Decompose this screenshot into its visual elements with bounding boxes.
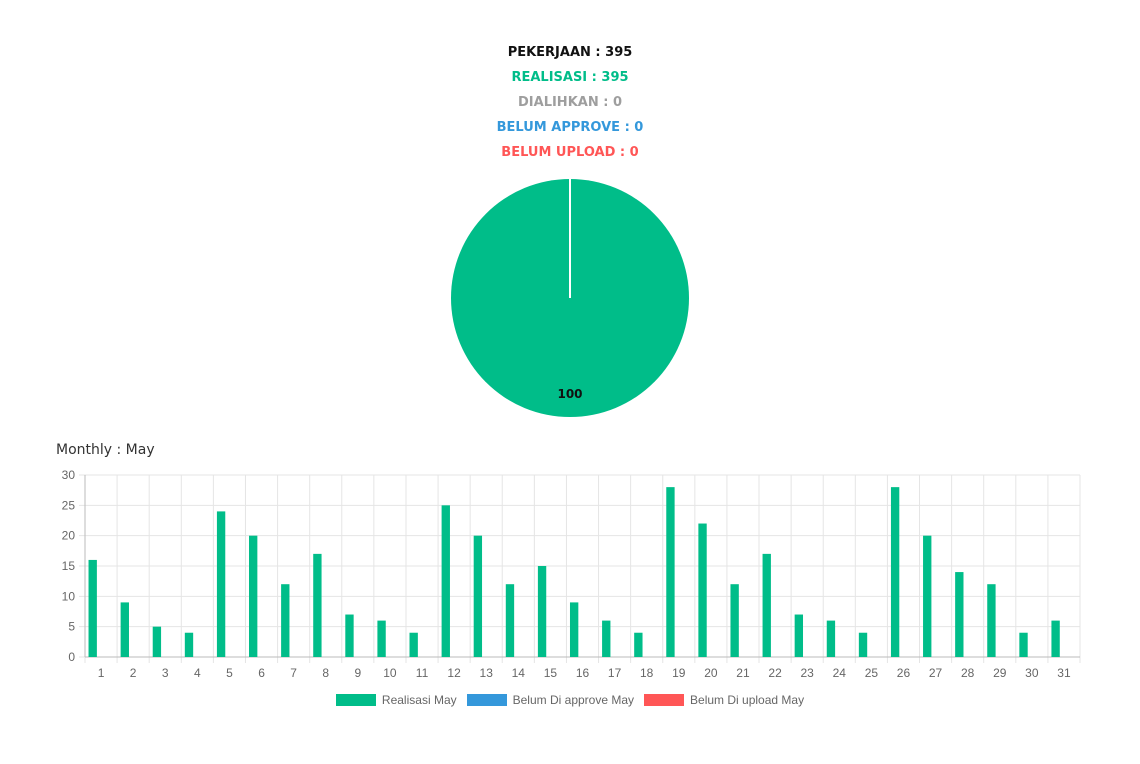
belum-upload-total: BELUM UPLOAD : 0	[501, 145, 639, 160]
x-tick-label: 12	[447, 666, 461, 680]
x-tick-label: 16	[576, 666, 590, 680]
legend-swatch	[644, 694, 685, 706]
bar-realisasi-may[interactable]	[409, 632, 418, 657]
bar-realisasi-may[interactable]	[152, 626, 162, 657]
x-tick-label: 24	[833, 666, 847, 680]
x-tick-label: 28	[961, 666, 975, 680]
bar-realisasi-may[interactable]	[313, 553, 322, 657]
bar-realisasi-may[interactable]	[88, 559, 97, 657]
pie-chart: 100	[451, 179, 689, 417]
x-tick-label: 18	[640, 666, 654, 680]
bar-realisasi-may[interactable]	[377, 620, 386, 657]
legend-swatch	[335, 694, 376, 706]
x-tick-label: 11	[416, 666, 429, 680]
bar-realisasi-may[interactable]	[216, 511, 226, 657]
x-tick-label: 20	[704, 666, 718, 680]
x-tick-label: 22	[768, 666, 782, 680]
legend-item[interactable]: Belum Di upload May	[644, 693, 804, 707]
x-tick-label: 9	[354, 666, 361, 680]
x-tick-label: 5	[226, 666, 233, 680]
x-tick-label: 17	[608, 666, 622, 680]
x-tick-label: 7	[290, 666, 297, 680]
x-tick-label: 8	[322, 666, 329, 680]
bar-realisasi-may[interactable]	[955, 572, 964, 657]
bar-realisasi-may[interactable]	[987, 584, 996, 657]
x-tick-label: 19	[672, 666, 686, 680]
y-tick-label: 5	[68, 620, 75, 634]
x-tick-label: 25	[865, 666, 879, 680]
bar-realisasi-may[interactable]	[923, 535, 932, 657]
bar-realisasi-may[interactable]	[505, 584, 515, 657]
bar-realisasi-may[interactable]	[730, 584, 739, 657]
x-tick-label: 29	[993, 666, 1007, 680]
monthly-title: Monthly : May	[56, 442, 155, 458]
y-tick-label: 15	[62, 559, 76, 573]
bar-realisasi-may[interactable]	[698, 523, 707, 657]
chart-legend: Realisasi May Belum Di approve May Belum D…	[0, 693, 1140, 707]
x-tick-label: 21	[736, 666, 750, 680]
legend-label: Belum Di approve May	[512, 693, 635, 707]
legend-swatch	[466, 694, 507, 706]
bar-realisasi-may[interactable]	[762, 553, 771, 657]
bar-realisasi-may[interactable]	[890, 487, 900, 657]
x-tick-label: 10	[383, 666, 397, 680]
x-tick-label: 3	[162, 666, 169, 680]
bar-realisasi-may[interactable]	[794, 614, 804, 657]
x-tick-label: 30	[1025, 666, 1039, 680]
x-tick-label: 1	[98, 666, 105, 680]
x-tick-label: 6	[258, 666, 265, 680]
bar-realisasi-may[interactable]	[826, 620, 836, 657]
x-tick-label: 13	[480, 666, 494, 680]
bar-realisasi-may[interactable]	[473, 535, 483, 657]
bar-realisasi-may[interactable]	[537, 566, 547, 657]
x-tick-label: 2	[130, 666, 137, 680]
x-tick-label: 23	[800, 666, 814, 680]
bar-realisasi-may[interactable]	[120, 602, 129, 657]
x-tick-label: 27	[929, 666, 943, 680]
legend-item[interactable]: Belum Di approve May	[466, 693, 635, 707]
y-tick-label: 20	[62, 529, 76, 543]
x-tick-label: 15	[544, 666, 558, 680]
bar-realisasi-may[interactable]	[602, 620, 611, 657]
summary-block: PEKERJAAN : 395 REALISASI : 395 DIALIHKA…	[0, 40, 1140, 165]
pie-data-label: 100	[557, 387, 582, 401]
legend-label: Realisasi May	[381, 693, 457, 707]
y-tick-label: 10	[62, 589, 76, 603]
bar-realisasi-may[interactable]	[634, 632, 643, 657]
bar-realisasi-may[interactable]	[569, 602, 579, 657]
y-tick-label: 25	[62, 498, 76, 512]
legend-label: Belum Di upload May	[690, 693, 805, 707]
belum-approve-total: BELUM APPROVE : 0	[496, 120, 644, 135]
realisasi-total: REALISASI : 395	[511, 70, 629, 85]
bar-realisasi-may[interactable]	[858, 632, 868, 657]
y-tick-label: 0	[68, 650, 75, 664]
bar-realisasi-may[interactable]	[1051, 620, 1060, 657]
bar-realisasi-may[interactable]	[441, 505, 450, 657]
x-tick-label: 14	[512, 666, 526, 680]
dialihkan-total: DIALIHKAN : 0	[518, 95, 622, 110]
bar-realisasi-may[interactable]	[281, 584, 290, 657]
legend-item[interactable]: Realisasi May	[335, 693, 457, 707]
bar-realisasi-may[interactable]	[249, 535, 258, 657]
bar-realisasi-may[interactable]	[345, 614, 354, 657]
x-tick-label: 4	[194, 666, 201, 680]
bar-realisasi-may[interactable]	[666, 487, 675, 657]
x-tick-label: 26	[897, 666, 911, 680]
x-tick-label: 31	[1057, 666, 1071, 680]
pekerjaan-total: PEKERJAAN : 395	[507, 45, 633, 60]
bar-realisasi-may[interactable]	[1019, 632, 1028, 657]
y-tick-label: 30	[62, 468, 76, 482]
bar-realisasi-may[interactable]	[184, 632, 194, 657]
